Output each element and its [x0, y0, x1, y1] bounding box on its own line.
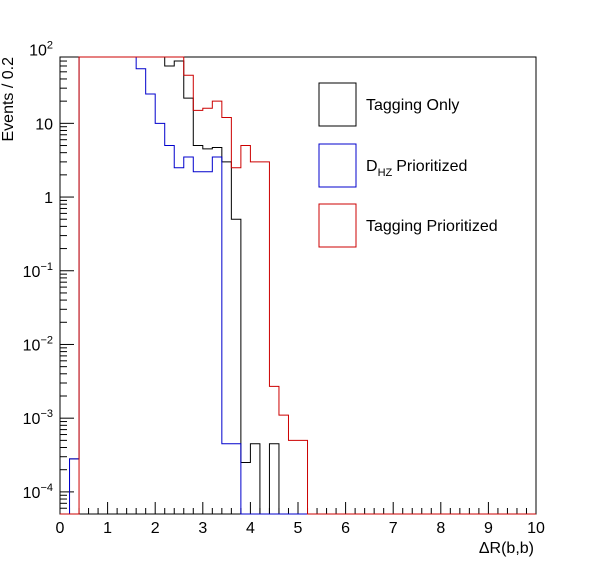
legend-box-tagging-prioritized: [318, 203, 357, 248]
y-tick-label-base: 1: [44, 190, 53, 207]
legend-label-tagging-only: Tagging Only: [366, 97, 459, 114]
x-tick-label: 1: [103, 520, 112, 537]
series-line-1: [60, 56, 536, 515]
series-line-0: [60, 56, 536, 515]
y-tick-label: 102: [29, 40, 53, 60]
x-tick-label: 2: [151, 520, 160, 537]
x-tick-label: 0: [56, 520, 65, 537]
legend-label-dhz-sub: HZ: [378, 167, 393, 179]
legend: Tagging Only DHZ Prioritized Tagging Prio…: [318, 82, 498, 248]
y-tick-label: 10−4: [23, 482, 53, 502]
y-tick-label-base: 10: [23, 485, 41, 502]
x-tick-label: 3: [198, 520, 207, 537]
legend-label-dhz-rest: Prioritized: [396, 158, 467, 175]
x-tick-labels: 0 1 2 3 4 5 6 7 8 9 10: [56, 520, 545, 537]
legend-label-dhz-prioritized: DHZ Prioritized: [366, 158, 467, 179]
x-tick-label: 8: [436, 520, 445, 537]
y-tick-label-exponent: −4: [40, 482, 53, 494]
series-line-2: [60, 56, 536, 515]
y-tick-label-base: 10: [29, 43, 47, 60]
legend-box-tagging-only: [318, 82, 357, 127]
x-tick-label: 4: [246, 520, 255, 537]
legend-label-tagging-prioritized: Tagging Prioritized: [366, 218, 498, 235]
y-tick-label: 10−2: [23, 334, 53, 354]
y-tick-label-base: 10: [23, 264, 41, 281]
x-tick-label: 10: [527, 520, 545, 537]
y-tick-label-exponent: −2: [40, 334, 53, 346]
plot-frame: [59, 56, 537, 515]
series-layer: [60, 56, 536, 515]
axis-ticks: [59, 60, 537, 514]
x-tick-label: 7: [389, 520, 398, 537]
y-axis-label: Events / 0.2: [0, 57, 17, 142]
x-tick-label: 5: [294, 520, 303, 537]
y-tick-label-base: 10: [35, 116, 53, 133]
y-tick-label-exponent: 2: [47, 40, 53, 52]
y-tick-label-base: 10: [23, 411, 41, 428]
y-tick-label: 1: [44, 190, 53, 207]
legend-box-dhz-prioritized: [318, 143, 357, 188]
x-tick-label: 9: [484, 520, 493, 537]
y-tick-label: 10: [35, 116, 53, 133]
y-tick-label-exponent: −1: [40, 261, 53, 273]
legend-label-dhz-main: D: [366, 158, 378, 175]
y-tick-label: 10−3: [23, 408, 53, 428]
x-axis-label: ΔR(b,b): [479, 540, 534, 557]
y-tick-label: 10−1: [23, 261, 53, 281]
y-tick-label-exponent: −3: [40, 408, 53, 420]
x-tick-label: 6: [341, 520, 350, 537]
y-tick-label-base: 10: [23, 337, 41, 354]
